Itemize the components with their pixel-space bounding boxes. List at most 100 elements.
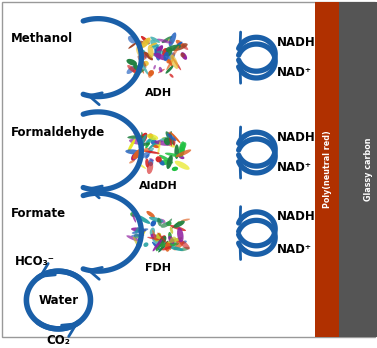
- Ellipse shape: [128, 139, 135, 152]
- Ellipse shape: [176, 237, 182, 245]
- Ellipse shape: [162, 242, 179, 247]
- Ellipse shape: [169, 246, 184, 251]
- Bar: [315, 2, 339, 337]
- Ellipse shape: [153, 137, 167, 145]
- Text: NAD⁺: NAD⁺: [277, 161, 312, 174]
- Ellipse shape: [133, 149, 142, 159]
- Ellipse shape: [153, 53, 167, 60]
- Ellipse shape: [135, 155, 141, 158]
- Ellipse shape: [156, 156, 162, 163]
- Ellipse shape: [141, 36, 150, 44]
- Ellipse shape: [131, 228, 146, 232]
- Ellipse shape: [127, 65, 136, 74]
- Text: Water: Water: [38, 293, 78, 307]
- Ellipse shape: [135, 130, 139, 142]
- Ellipse shape: [168, 232, 172, 240]
- Ellipse shape: [150, 40, 161, 53]
- Ellipse shape: [167, 219, 172, 225]
- Ellipse shape: [138, 56, 147, 68]
- Ellipse shape: [167, 242, 171, 250]
- Ellipse shape: [155, 142, 160, 148]
- Ellipse shape: [126, 235, 141, 242]
- Ellipse shape: [132, 153, 135, 160]
- Ellipse shape: [145, 142, 150, 149]
- Ellipse shape: [156, 45, 163, 55]
- Ellipse shape: [170, 225, 186, 231]
- Ellipse shape: [141, 38, 150, 48]
- Ellipse shape: [176, 149, 191, 157]
- Ellipse shape: [168, 39, 173, 44]
- Ellipse shape: [128, 36, 135, 44]
- FancyBboxPatch shape: [2, 2, 375, 337]
- Ellipse shape: [162, 137, 175, 148]
- Ellipse shape: [150, 220, 156, 227]
- Ellipse shape: [167, 58, 173, 67]
- Ellipse shape: [173, 221, 185, 228]
- Ellipse shape: [148, 71, 152, 78]
- Ellipse shape: [159, 160, 170, 165]
- Ellipse shape: [143, 54, 147, 58]
- Text: Glassy carbon: Glassy carbon: [364, 138, 373, 201]
- Ellipse shape: [131, 234, 143, 237]
- Ellipse shape: [157, 39, 172, 44]
- Ellipse shape: [158, 141, 161, 156]
- Text: CO₂: CO₂: [46, 334, 70, 347]
- Ellipse shape: [134, 71, 140, 75]
- Ellipse shape: [169, 32, 176, 46]
- Ellipse shape: [149, 158, 154, 161]
- Ellipse shape: [176, 240, 181, 243]
- Ellipse shape: [137, 163, 146, 169]
- Ellipse shape: [158, 232, 167, 243]
- Ellipse shape: [138, 229, 146, 241]
- Ellipse shape: [156, 245, 161, 250]
- Ellipse shape: [170, 227, 173, 234]
- Ellipse shape: [126, 59, 137, 65]
- Ellipse shape: [167, 53, 175, 60]
- Ellipse shape: [164, 52, 169, 61]
- Ellipse shape: [156, 246, 160, 251]
- Ellipse shape: [149, 148, 154, 153]
- Ellipse shape: [177, 228, 184, 242]
- Ellipse shape: [181, 219, 190, 221]
- Text: Poly(neutral red): Poly(neutral red): [323, 130, 331, 208]
- Ellipse shape: [125, 149, 141, 155]
- Text: NADH: NADH: [277, 211, 316, 223]
- Ellipse shape: [179, 141, 185, 156]
- Ellipse shape: [133, 132, 144, 142]
- Text: Methanol: Methanol: [11, 32, 74, 46]
- Ellipse shape: [137, 41, 145, 45]
- Ellipse shape: [153, 239, 162, 251]
- Ellipse shape: [154, 49, 156, 54]
- Ellipse shape: [168, 236, 175, 244]
- Ellipse shape: [132, 214, 136, 223]
- Ellipse shape: [145, 154, 150, 159]
- Ellipse shape: [136, 215, 150, 224]
- Ellipse shape: [173, 138, 176, 146]
- Ellipse shape: [166, 58, 174, 70]
- Ellipse shape: [136, 46, 143, 58]
- Ellipse shape: [153, 50, 164, 56]
- Ellipse shape: [147, 161, 153, 174]
- Text: NAD⁺: NAD⁺: [277, 243, 312, 256]
- Ellipse shape: [166, 45, 181, 51]
- Ellipse shape: [148, 159, 153, 166]
- Ellipse shape: [172, 167, 178, 171]
- Ellipse shape: [152, 237, 166, 248]
- Ellipse shape: [150, 228, 155, 236]
- Ellipse shape: [145, 158, 149, 168]
- Ellipse shape: [166, 222, 171, 224]
- Ellipse shape: [148, 45, 154, 58]
- Text: HCO₃⁻: HCO₃⁻: [15, 255, 55, 268]
- Text: FDH: FDH: [146, 263, 171, 273]
- Ellipse shape: [144, 150, 160, 154]
- Ellipse shape: [175, 144, 179, 159]
- Ellipse shape: [158, 236, 166, 247]
- Ellipse shape: [150, 37, 160, 43]
- Ellipse shape: [153, 65, 156, 70]
- Ellipse shape: [150, 45, 160, 48]
- Ellipse shape: [167, 134, 176, 141]
- Ellipse shape: [171, 46, 179, 58]
- Ellipse shape: [140, 143, 150, 146]
- Ellipse shape: [134, 234, 139, 238]
- Ellipse shape: [162, 36, 172, 43]
